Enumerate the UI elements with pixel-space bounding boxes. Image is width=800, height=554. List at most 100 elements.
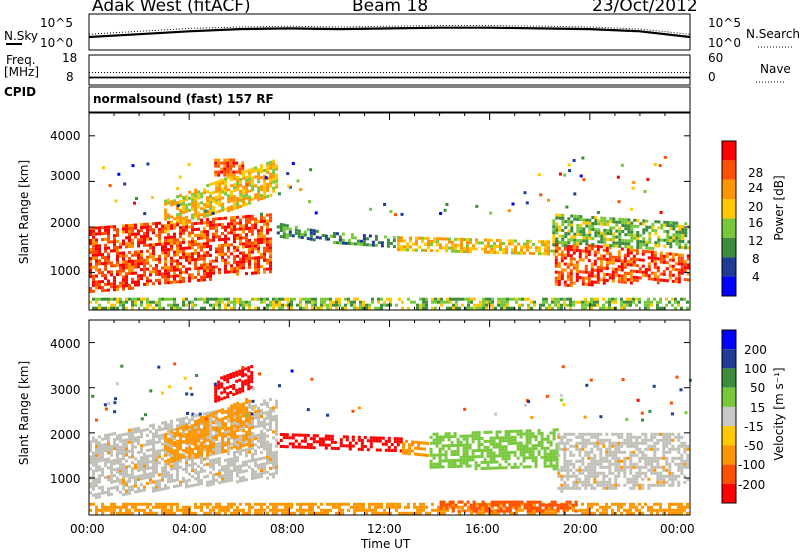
power-cell (656, 275, 660, 279)
velocity-cell (146, 466, 149, 470)
power-cell (215, 256, 218, 260)
velocity-cell (206, 429, 210, 433)
velocity-cell (566, 471, 570, 475)
power-cell (230, 228, 233, 232)
velocity-cell (602, 480, 606, 484)
velocity-cell (402, 451, 405, 455)
velocity-cell (477, 446, 481, 450)
velocity-cell (650, 471, 654, 475)
velocity-cell (215, 425, 219, 429)
velocity-cell (498, 442, 502, 446)
power-cell (227, 237, 230, 241)
power-cell (248, 303, 251, 307)
velocity-cell (381, 436, 385, 440)
power-cell (188, 258, 191, 262)
power-cell (233, 207, 237, 211)
power-cell (623, 262, 627, 266)
power-cell (638, 267, 642, 271)
velocity-cell (662, 432, 666, 436)
velocity-cell (200, 444, 204, 448)
power-cell (167, 242, 170, 246)
power-cell (520, 251, 523, 255)
power-cell (569, 260, 573, 264)
velocity-cell (128, 428, 131, 432)
power-cell (137, 238, 140, 242)
power-cell (131, 164, 135, 168)
velocity-cell (653, 459, 657, 463)
power-cell (224, 252, 227, 256)
velocity-cell (110, 462, 113, 466)
power-cell (269, 246, 272, 250)
velocity-cell (206, 447, 210, 451)
velocity-cell (279, 439, 283, 442)
velocity-cell (173, 432, 177, 435)
power-cell (260, 229, 263, 232)
power-cell (475, 247, 478, 251)
power-cell (275, 173, 279, 177)
power-cell (266, 231, 269, 235)
power-cell (635, 264, 639, 268)
velocity-cell (110, 486, 113, 490)
velocity-cell (620, 441, 624, 445)
power-cell (581, 249, 585, 253)
velocity-cell (242, 478, 245, 482)
velocity-cell (92, 481, 95, 485)
velocity-cell (665, 462, 669, 466)
power-cell (614, 255, 618, 259)
power-cell (143, 261, 146, 265)
power-cell (182, 303, 185, 307)
velocity-cell (221, 480, 224, 484)
power-cell (579, 239, 583, 243)
velocity-cell (182, 477, 185, 480)
power-cell (236, 182, 240, 185)
velocity-cell (498, 451, 502, 455)
velocity-cell (164, 453, 168, 457)
velocity-cell (432, 453, 436, 457)
power-cell (647, 268, 651, 272)
velocity-cell (552, 464, 556, 468)
power-cell (125, 272, 128, 276)
power-cell (122, 227, 125, 231)
power-cell (140, 277, 143, 281)
velocity-cell (185, 441, 189, 445)
velocity-cell (557, 444, 561, 448)
power-cell (137, 280, 140, 284)
velocity-cell (122, 457, 125, 461)
velocity-cell (653, 444, 657, 448)
velocity-cell (656, 465, 660, 469)
velocity-cell (134, 484, 137, 488)
velocity-cell (230, 416, 234, 420)
velocity-cell (164, 463, 167, 466)
velocity-cell (110, 459, 113, 463)
power-cell (596, 251, 600, 254)
power-cell (620, 306, 623, 310)
velocity-cell (161, 436, 164, 440)
power-cell (645, 243, 649, 247)
velocity-cell (411, 440, 414, 444)
power-cell (600, 219, 604, 223)
power-cell (221, 250, 224, 253)
power-cell (110, 303, 113, 307)
power-cell (621, 218, 625, 221)
power-cell (200, 230, 203, 234)
power-cell (230, 178, 234, 182)
power-cell (666, 230, 670, 233)
power-cell (506, 297, 509, 301)
velocity-cell (599, 459, 603, 463)
power-cell (269, 261, 272, 265)
velocity-cell (513, 465, 517, 469)
power-cell (621, 239, 625, 242)
velocity-cell (668, 483, 672, 487)
power-cell (573, 192, 577, 196)
power-cell (362, 243, 366, 247)
power-cell (623, 265, 627, 269)
velocity-cell (635, 438, 639, 442)
velocity-cell (235, 379, 239, 383)
power-cell (182, 237, 185, 241)
velocity-cell (206, 462, 209, 466)
power-cell (394, 213, 397, 217)
power-cell (578, 252, 582, 256)
power-cell (272, 171, 276, 175)
velocity-cell (107, 448, 110, 452)
velocity-cell (143, 467, 146, 471)
